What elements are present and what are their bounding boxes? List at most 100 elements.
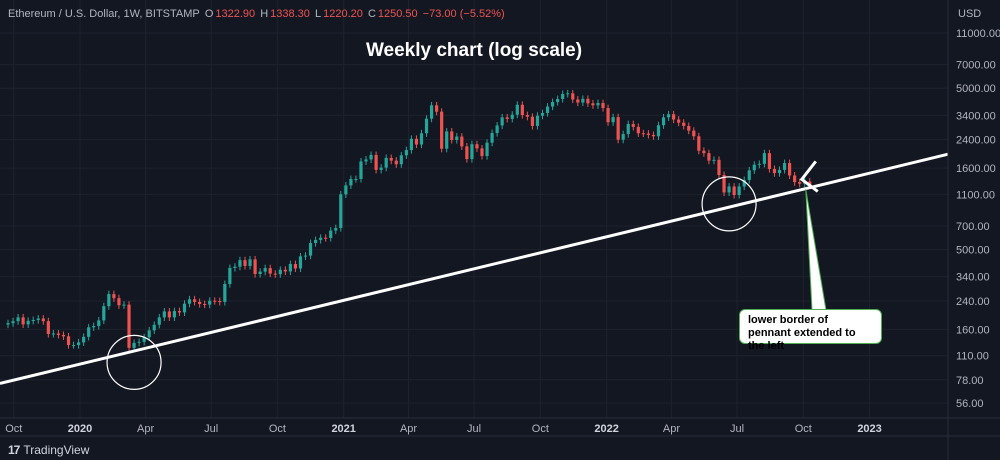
candle-body [692,130,696,137]
price-tick-label: 160.00 [956,324,990,336]
candle-body [757,163,761,165]
price-tick-label: 1600.00 [956,163,996,175]
candle-body [661,117,666,126]
candle-body [495,125,499,134]
currency-label[interactable]: USD [958,8,982,20]
price-tick-label: 240.00 [956,296,990,308]
candle-body [122,304,126,306]
candle-body [288,264,292,272]
candle-body [465,146,469,160]
candle-body [298,256,303,269]
candle-body [192,299,197,302]
price-axis: 56.00 78.00 110.00 160.00 240.00 340.00 500.00… [947,0,1000,460]
candle-body [450,131,454,140]
candle-body [394,160,398,165]
candle-body [31,320,35,322]
price-tick-label: 7000.00 [956,60,996,72]
candle-body [596,103,600,106]
candle-body [102,306,106,321]
candle-body [510,114,514,119]
candle-body [672,114,676,120]
pennant-apex [799,160,819,193]
time-tick-label: Oct [269,423,286,435]
candle-body [772,168,777,174]
candle-body [228,267,232,285]
high-label: H [260,8,269,20]
trendline-layer [0,152,949,385]
candle-body [384,157,388,168]
candle-body [379,167,383,170]
circled-low-marker [106,334,162,390]
circled-low-marker [701,176,757,232]
candle-body [329,230,333,238]
time-tick-label: 2022 [594,423,618,435]
candle-body [213,300,217,302]
candle-body [283,269,287,272]
candle-body [389,157,393,161]
candle-body [707,153,711,161]
candle-body [747,170,751,180]
candle-body [793,175,797,183]
candle-body [591,103,595,106]
candle-body [243,260,247,266]
candle-body [520,104,524,116]
candle-body [374,154,378,170]
candle-body [16,317,20,322]
candle-body [460,136,464,147]
brand-footer[interactable]: 17 TradingView [8,443,89,457]
candle-body [21,317,25,325]
candle-body [545,106,550,114]
candle-body [76,342,81,346]
price-tick-label: 5000.00 [956,83,996,95]
candle-body [571,93,575,100]
candle-body [117,298,121,306]
candle-body [404,150,408,156]
candle-body [687,125,691,131]
candle-body [51,333,55,335]
candle-body [490,133,494,143]
candle-body [762,153,766,164]
candle-body [505,117,509,119]
candle-body [61,334,66,337]
candle-body [429,105,434,119]
candle-body [621,134,625,140]
change-value: −73.00 (−5.52%) [422,8,505,20]
candle-body [36,318,40,321]
candle-body [97,320,101,327]
candle-body [767,153,772,169]
candle-body [646,133,651,135]
high-value: 1338.30 [270,8,310,20]
candle-body [682,122,686,126]
time-tick-label: Apr [400,423,417,435]
candle-body [470,144,474,160]
candle-body [626,124,630,135]
time-tick-label: Apr [663,423,680,435]
candle-body [354,178,358,180]
candle-body [737,186,741,195]
candle-body [152,324,156,331]
candle-body [364,159,368,162]
candle-body [278,269,282,275]
candle-body [198,301,202,305]
symbol-name[interactable]: Ethereum / U.S. Dollar, 1W, BITSTAMP [8,8,200,20]
candle-body [732,186,736,195]
price-tick-label: 340.00 [956,272,990,284]
candle-body [424,118,429,134]
candle-body [611,117,615,123]
price-tick-label: 2400.00 [956,135,996,147]
candle-body [631,124,635,127]
candle-body [349,178,353,186]
candle-body [777,169,782,174]
candle-body [157,317,161,325]
candle-body [46,321,50,334]
candle-body [359,161,363,179]
pennant-trendline [0,152,949,385]
candle-body [435,105,439,112]
candle-body [550,101,555,107]
candle-body [172,311,177,318]
candle-body [11,321,15,324]
candle-body [82,336,86,343]
candle-body [455,136,459,140]
candle-body [308,243,313,256]
